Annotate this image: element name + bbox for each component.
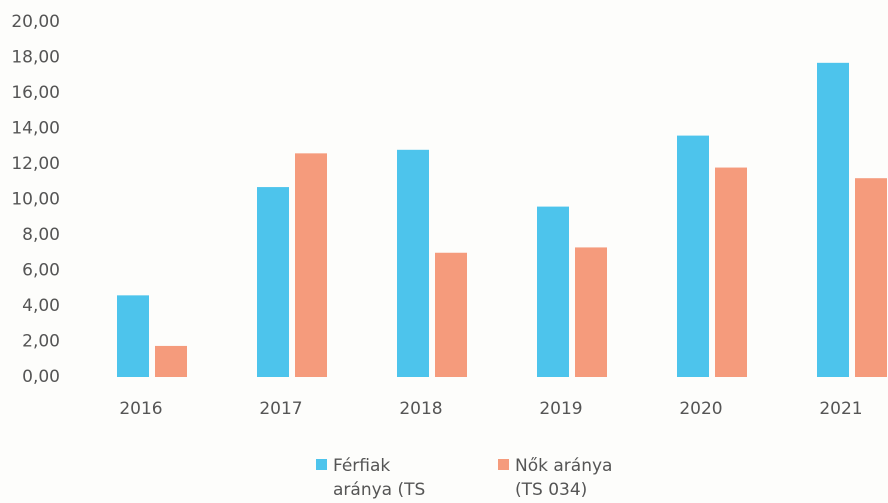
y-tick-label: 6,00 bbox=[22, 261, 60, 281]
bar bbox=[575, 247, 607, 377]
y-tick-label: 4,00 bbox=[22, 296, 60, 316]
bar bbox=[537, 206, 569, 377]
legend-label: Férfiak aránya (TS 033) bbox=[333, 456, 426, 500]
bar bbox=[715, 167, 747, 377]
legend-item: Férfiak aránya (TS 033) bbox=[316, 454, 451, 503]
bar bbox=[855, 178, 887, 377]
y-tick-label: 10,00 bbox=[11, 190, 60, 210]
y-tick-label: 18,00 bbox=[11, 48, 60, 68]
x-tick-label: 2019 bbox=[539, 399, 582, 419]
x-tick-label: 2016 bbox=[119, 399, 162, 419]
bar bbox=[397, 149, 429, 377]
y-tick-label: 0,00 bbox=[22, 367, 60, 387]
x-tick-label: 2018 bbox=[399, 399, 442, 419]
y-tick-label: 16,00 bbox=[11, 83, 60, 103]
bar bbox=[677, 135, 709, 377]
legend-swatch bbox=[316, 459, 327, 470]
bar bbox=[817, 62, 849, 377]
bar bbox=[295, 153, 327, 377]
legend-swatch bbox=[498, 459, 509, 470]
chart: 0,00 2,00 4,00 6,00 8,00 10,00 12,00 14,00 16,00… bbox=[11, 12, 887, 419]
y-tick-label: 12,00 bbox=[11, 154, 60, 174]
y-tick-label: 2,00 bbox=[22, 332, 60, 352]
bar bbox=[257, 187, 289, 377]
legend-label: Nők aránya (TS 034) bbox=[515, 456, 613, 500]
y-tick-label: 8,00 bbox=[22, 225, 60, 245]
x-tick-label: 2020 bbox=[679, 399, 722, 419]
bar bbox=[155, 345, 187, 377]
x-tick-label: 2021 bbox=[819, 399, 862, 419]
x-tick-label: 2017 bbox=[259, 399, 302, 419]
bar bbox=[117, 295, 149, 377]
bar bbox=[435, 252, 467, 377]
y-tick-label: 14,00 bbox=[11, 119, 60, 139]
y-tick-label: 20,00 bbox=[11, 12, 60, 32]
legend-item: Nők aránya (TS 034) bbox=[498, 454, 633, 502]
